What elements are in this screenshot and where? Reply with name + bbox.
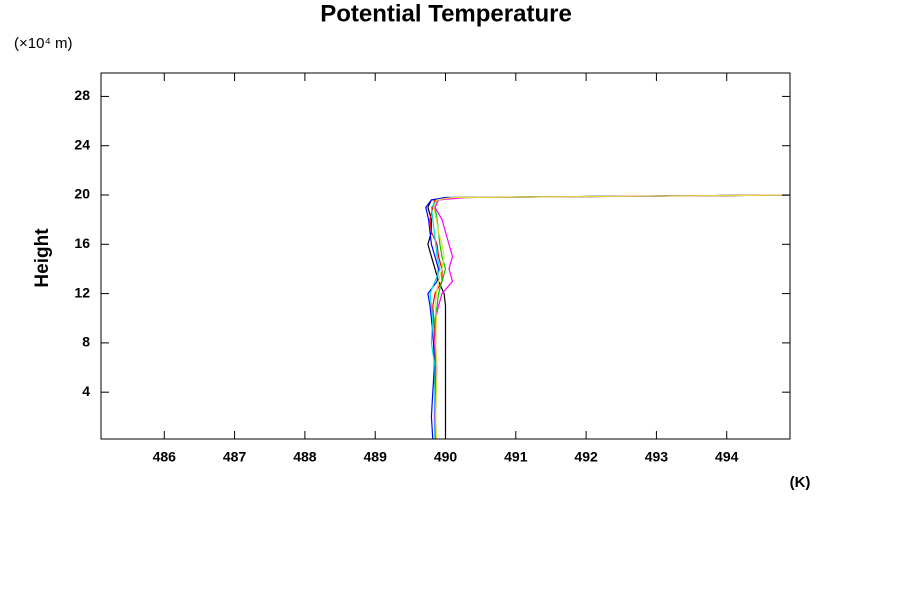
plot-lines [425, 194, 790, 439]
x-unit-label: (K) [790, 474, 811, 491]
x-tick-label: 488 [293, 449, 317, 465]
profile-line [434, 194, 790, 439]
x-tick-label: 487 [223, 449, 247, 465]
y-tick-label: 28 [74, 87, 90, 103]
profile-line [427, 194, 790, 439]
y-tick-label: 24 [74, 136, 90, 152]
y-tick-label: 4 [82, 383, 90, 399]
chart-title: Potential Temperature [320, 0, 572, 27]
x-tick-label: 491 [504, 449, 528, 465]
y-axis-label: Height [32, 228, 53, 288]
x-tick-label: 492 [574, 449, 598, 465]
y-tick-label: 12 [74, 284, 90, 300]
x-tick-label: 493 [645, 449, 669, 465]
x-tick-label: 489 [364, 449, 388, 465]
x-tick-label: 486 [153, 449, 177, 465]
y-unit-label: (×10⁴ m) [14, 35, 73, 52]
y-tick-label: 20 [74, 186, 90, 202]
y-tick-label: 16 [74, 235, 90, 251]
x-tick-label: 494 [715, 449, 739, 465]
profile-line [432, 194, 790, 439]
y-tick-label: 8 [82, 334, 90, 350]
x-tick-label: 490 [434, 449, 458, 465]
profile-line [429, 194, 790, 439]
